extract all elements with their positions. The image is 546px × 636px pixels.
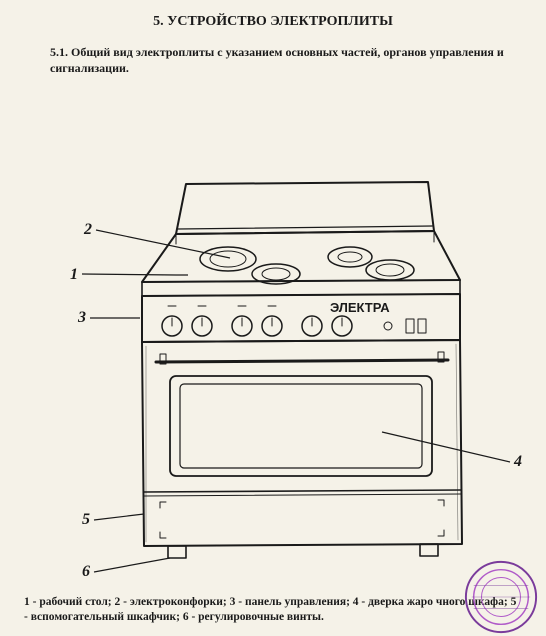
svg-text:4: 4 <box>513 453 522 470</box>
svg-text:3: 3 <box>77 309 86 326</box>
stove-diagram: ЭЛЕКТРА <box>20 84 540 584</box>
figure-container: ЭЛЕКТРА <box>20 84 526 564</box>
svg-text:5: 5 <box>82 511 90 528</box>
section-subtitle: 5.1. Общий вид электроплиты с указанием … <box>50 44 510 76</box>
svg-text:6: 6 <box>82 563 90 580</box>
section-title: 5. УСТРОЙСТВО ЭЛЕКТРОПЛИТЫ <box>20 14 526 30</box>
brand-label: ЭЛЕКТРА <box>330 300 390 315</box>
caption-line-1: 1 - рабочий стол; 2 - электроконфорки; 3… <box>24 596 433 608</box>
document-page: 5. УСТРОЙСТВО ЭЛЕКТРОПЛИТЫ 5.1. Общий ви… <box>0 0 546 632</box>
figure-caption: 1 - рабочий стол; 2 - электроконфорки; 3… <box>24 595 522 626</box>
svg-text:1: 1 <box>70 266 78 283</box>
svg-text:2: 2 <box>83 221 92 238</box>
